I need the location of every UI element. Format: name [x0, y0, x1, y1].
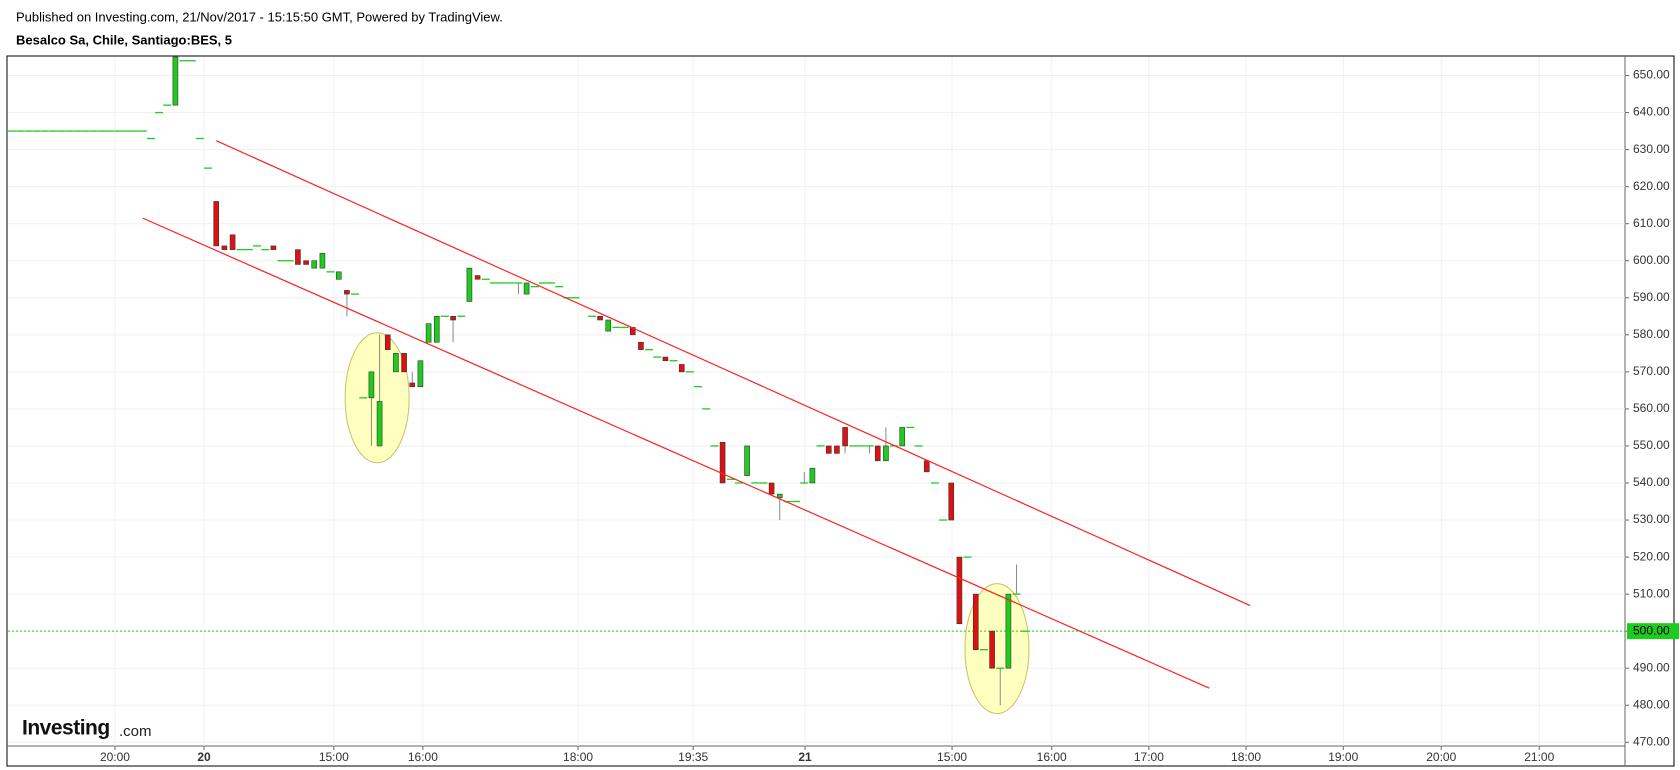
x-tick-label: 19:35	[678, 750, 708, 764]
candle-body	[883, 445, 889, 462]
trendline	[142, 217, 1210, 689]
candle-body	[376, 401, 383, 447]
y-tick-label: 480.00	[1633, 697, 1670, 711]
y-tick-label: 540.00	[1633, 475, 1670, 489]
candle-body	[956, 556, 963, 625]
y-tick-label: 650.00	[1633, 68, 1670, 82]
candle-body	[638, 341, 644, 350]
published-note: Published on Investing.com, 21/Nov/2017 …	[16, 9, 503, 24]
candle-body	[221, 245, 228, 250]
candle-body	[474, 275, 481, 280]
candle-body	[335, 271, 342, 280]
candle-body	[605, 319, 612, 332]
y-tick-label: 530.00	[1633, 512, 1670, 526]
y-tick-label: 570.00	[1633, 364, 1670, 378]
x-tick-label: 17:00	[1134, 750, 1164, 764]
candle-body	[776, 493, 783, 499]
candle-body	[172, 56, 179, 106]
x-tick-label: 15:00	[937, 750, 967, 764]
x-tick-label: 20:00	[1426, 750, 1456, 764]
y-tick-label: 510.00	[1633, 586, 1670, 600]
candle-body	[825, 445, 832, 454]
x-tick-label: 21:00	[1524, 750, 1554, 764]
y-tick-label: 560.00	[1633, 401, 1670, 415]
highlight-ellipse	[964, 583, 1030, 715]
x-tick-label: 20:00	[100, 750, 130, 764]
candle-body	[523, 282, 530, 295]
y-tick-label: 590.00	[1633, 290, 1670, 304]
candle-body	[417, 360, 424, 387]
logo-name: Investing	[22, 717, 110, 740]
y-tick-label: 630.00	[1633, 142, 1670, 156]
candle-body	[842, 427, 848, 447]
y-tick-label: 490.00	[1633, 660, 1670, 674]
candle-body	[229, 234, 236, 250]
candle-body	[303, 260, 309, 265]
y-tick-label: 520.00	[1633, 549, 1670, 563]
symbol-title: Besalco Sa, Chile, Santiago:BES, 5	[16, 32, 232, 47]
y-tick-label: 550.00	[1633, 438, 1670, 452]
candle-body	[425, 323, 432, 343]
candle-body	[989, 630, 995, 669]
x-tick-label: 21	[798, 750, 812, 764]
y-tick-label: 580.00	[1633, 327, 1670, 341]
candle-body	[295, 249, 301, 265]
y-tick-label: 470.00	[1633, 734, 1670, 748]
candle-body	[597, 316, 603, 321]
x-tick-label: 19:00	[1328, 750, 1358, 764]
x-tick-label: 18:00	[563, 750, 593, 764]
x-tick-label: 16:00	[1037, 750, 1067, 764]
candle-body	[809, 467, 816, 484]
candle-body	[899, 427, 906, 447]
candle-body	[768, 482, 775, 495]
candle-body	[678, 364, 685, 373]
x-tick-label: 15:00	[319, 750, 349, 764]
candle-body	[433, 316, 440, 343]
candle-body	[744, 445, 750, 476]
y-tick-label: 620.00	[1633, 179, 1670, 193]
candle-body	[662, 356, 669, 362]
candle-body	[466, 267, 473, 302]
chart-frame	[6, 55, 1675, 767]
y-tick-label: 600.00	[1633, 253, 1670, 267]
y-tick-label: 610.00	[1633, 216, 1670, 230]
candle-body	[409, 382, 416, 387]
candle-body	[972, 593, 979, 650]
candle-body	[311, 260, 318, 269]
candle-body	[213, 201, 220, 247]
candle-body	[270, 245, 277, 250]
y-tick-label: 640.00	[1633, 105, 1670, 119]
candle-body	[344, 290, 350, 295]
last-price-label: 500.00	[1633, 623, 1670, 637]
last-price-badge	[1627, 623, 1679, 640]
candle-body	[1005, 593, 1012, 669]
candle-body	[719, 441, 726, 484]
candle-body	[319, 253, 326, 269]
x-tick-label: 20	[197, 750, 211, 764]
candle-body	[834, 445, 840, 454]
candle-body	[874, 445, 881, 462]
x-tick-label: 18:00	[1231, 750, 1261, 764]
candle-body	[393, 353, 399, 373]
candle-body	[401, 353, 407, 373]
logo-suffix: .com	[119, 723, 152, 740]
candle-body	[368, 371, 375, 399]
trendline	[216, 140, 1251, 607]
candle-body	[948, 482, 955, 521]
candle-body	[384, 334, 391, 350]
candle-body	[923, 460, 930, 473]
plot-area: 470.00 480.00 490.00 500.00 510.00 520.00 530.…	[8, 56, 1670, 764]
x-tick-label: 16:00	[408, 750, 438, 764]
candle-body	[450, 316, 456, 321]
